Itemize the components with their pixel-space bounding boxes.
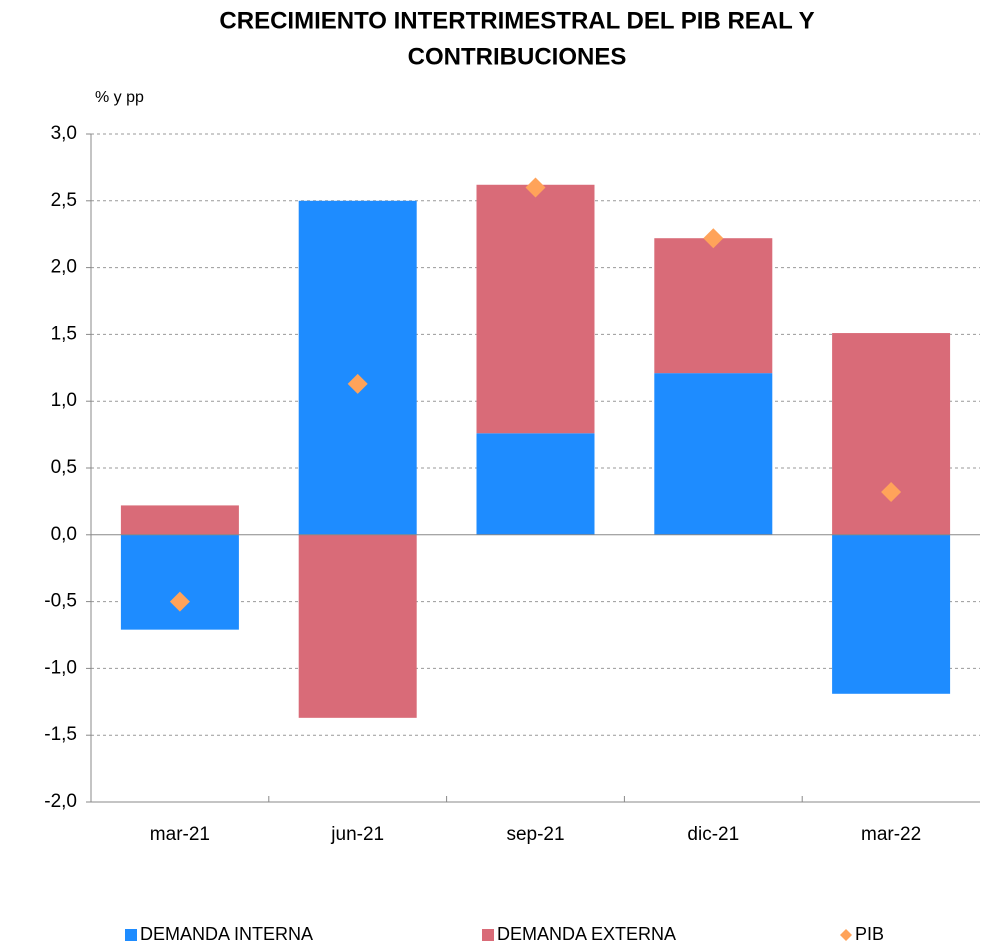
legend-swatch — [840, 929, 852, 941]
chart-title: CRECIMIENTO INTERTRIMESTRAL DEL PIB REAL… — [219, 7, 814, 34]
y-tick-label: 1,5 — [51, 323, 77, 344]
x-tick-label: sep-21 — [506, 824, 564, 845]
legend-label: DEMANDA INTERNA — [140, 924, 313, 944]
bar — [120, 505, 239, 535]
bar — [476, 184, 595, 434]
y-tick-label: 2,0 — [51, 257, 77, 278]
marker — [347, 373, 368, 394]
legend-label: DEMANDA EXTERNA — [497, 924, 676, 944]
y-tick-label: -1,5 — [44, 724, 77, 745]
y-tick-label: 0,0 — [51, 524, 77, 545]
x-tick-label: mar-21 — [150, 824, 210, 845]
y-tick-label: 1,0 — [51, 390, 77, 411]
bar — [120, 534, 239, 630]
bar — [298, 534, 417, 718]
bar — [832, 534, 951, 694]
bar — [654, 373, 773, 535]
marker — [169, 591, 190, 612]
bar — [654, 238, 773, 374]
bar — [832, 333, 951, 535]
marker — [703, 228, 724, 249]
legend-swatch — [125, 929, 137, 941]
y-tick-label: 2,5 — [51, 190, 77, 211]
y-tick-label: 0,5 — [51, 457, 77, 478]
marker — [881, 482, 902, 503]
chart-title: CONTRIBUCIONES — [408, 43, 627, 70]
y-tick-label: -0,5 — [44, 591, 77, 612]
bar — [476, 433, 595, 535]
legend-label: PIB — [855, 924, 884, 944]
y-tick-label: -1,0 — [44, 657, 77, 678]
marker — [525, 177, 546, 198]
bar — [298, 200, 417, 535]
legend-swatch — [482, 929, 494, 941]
x-tick-label: dic-21 — [687, 824, 739, 845]
y-axis-label: % y pp — [95, 89, 144, 106]
y-tick-label: -2,0 — [44, 791, 77, 812]
x-tick-label: mar-22 — [861, 824, 921, 845]
y-tick-label: 3,0 — [51, 123, 77, 144]
x-tick-label: jun-21 — [330, 824, 384, 845]
